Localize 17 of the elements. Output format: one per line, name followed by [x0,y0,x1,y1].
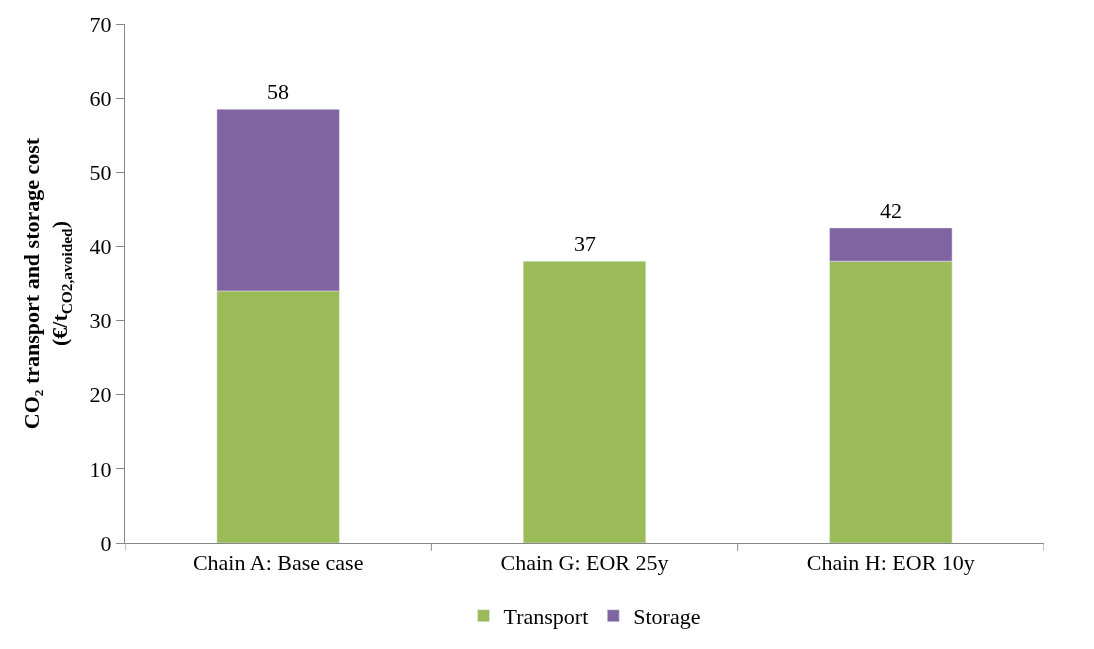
y-tick-label: 30 [89,308,112,334]
y-tick-label: 20 [89,382,112,408]
bar [522,261,647,543]
y-tick-label: 40 [89,234,112,260]
y-tick-label: 50 [89,159,112,185]
total-label: 42 [880,198,902,223]
y-tick-label: 10 [89,456,112,482]
x-tick-label: Chain G: EOR 25y [500,550,669,576]
total-label: 58 [267,79,289,104]
y-tick-label: 60 [89,85,112,111]
x-tick-label: Chain A: Base case [192,550,364,576]
total-label: 37 [574,231,596,256]
y-tick-label: 70 [89,11,112,37]
y-tick-label: 0 [100,530,112,556]
legend-label: Transport [503,604,589,630]
x-tick-label: Chain H: EOR 10y [806,550,975,576]
legend-label: Storage [633,604,701,630]
